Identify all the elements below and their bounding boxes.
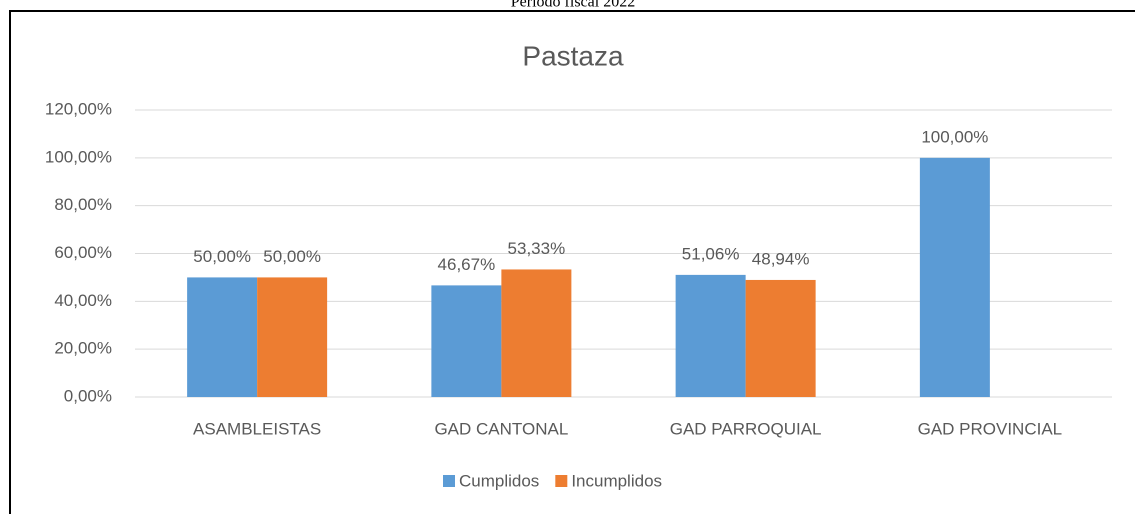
bar: [431, 285, 502, 397]
y-tick-label: 0,00%: [64, 386, 112, 405]
bar: [501, 269, 572, 397]
legend-label: Incumplidos: [571, 471, 662, 490]
legend-label: Cumplidos: [459, 471, 539, 490]
x-tick-label: ASAMBLEISTAS: [193, 419, 321, 438]
data-label: 51,06%: [682, 244, 740, 263]
caption-bg: [400, 0, 740, 10]
data-label: 53,33%: [508, 239, 566, 258]
x-tick-label: GAD PARROQUIAL: [670, 419, 822, 438]
y-tick-label: 100,00%: [45, 147, 112, 166]
y-tick-label: 120,00%: [45, 99, 112, 118]
data-label: 48,94%: [752, 249, 810, 268]
data-label: 100,00%: [921, 127, 988, 146]
bar: [187, 277, 258, 397]
caption: Período fiscal 2022: [511, 0, 635, 11]
data-label: 50,00%: [263, 247, 321, 266]
y-tick-label: 60,00%: [54, 243, 112, 262]
legend-swatch: [443, 475, 455, 487]
legend-swatch: [555, 475, 568, 487]
bar: [675, 274, 746, 397]
data-label: 46,67%: [438, 255, 496, 274]
bar: [745, 279, 816, 397]
x-tick-label: GAD PROVINCIAL: [918, 419, 1063, 438]
bar: [257, 277, 328, 397]
y-tick-label: 20,00%: [54, 339, 112, 358]
bar: [919, 157, 990, 397]
chart-title: Pastaza: [522, 40, 624, 71]
data-label: 50,00%: [193, 247, 251, 266]
y-tick-label: 80,00%: [54, 195, 112, 214]
x-tick-label: GAD CANTONAL: [434, 419, 568, 438]
y-tick-label: 40,00%: [54, 291, 112, 310]
